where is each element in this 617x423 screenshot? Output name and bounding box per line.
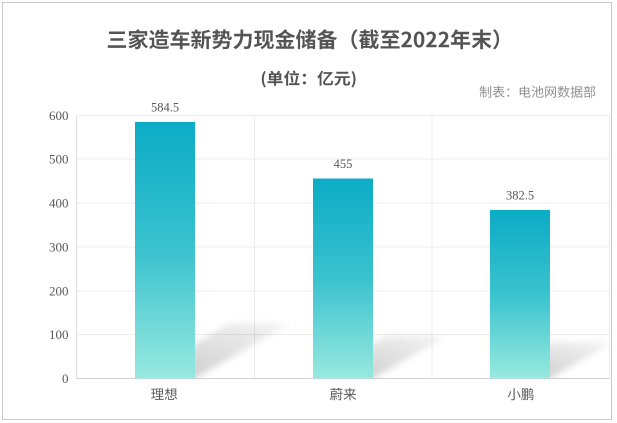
svg-text:600: 600 — [49, 108, 69, 123]
svg-text:455: 455 — [334, 157, 353, 171]
svg-text:400: 400 — [49, 196, 69, 211]
svg-text:584.5: 584.5 — [151, 101, 179, 115]
svg-text:500: 500 — [49, 152, 69, 167]
svg-text:0: 0 — [62, 371, 69, 386]
svg-text:200: 200 — [49, 284, 69, 299]
svg-text:100: 100 — [49, 327, 69, 342]
svg-text:382.5: 382.5 — [506, 189, 534, 203]
svg-text:300: 300 — [49, 240, 69, 255]
